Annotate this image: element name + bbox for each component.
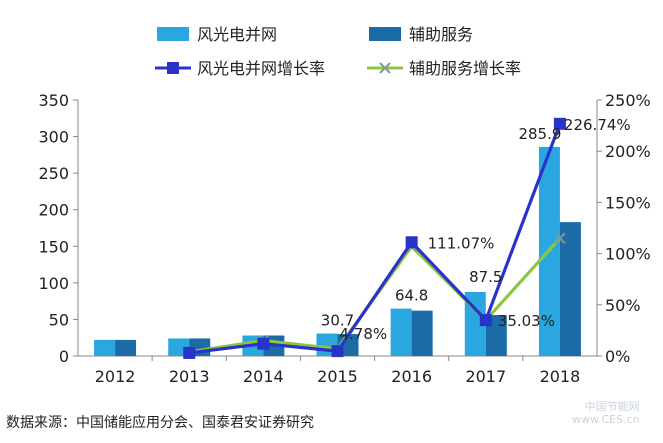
y-left-tick-label: 150	[38, 237, 69, 256]
y-right-tick-label: 0%	[605, 347, 630, 366]
legend-label: 风光电并网	[197, 25, 277, 44]
data-label: 87.5	[469, 268, 502, 286]
source-note: 数据来源：中国储能应用分会、国泰君安证券研究	[6, 415, 314, 431]
y-left-tick-label: 200	[38, 201, 69, 220]
data-label: 64.8	[395, 287, 428, 305]
marker-wind-solar-growth	[553, 117, 566, 130]
x-tick-label: 2017	[465, 367, 506, 386]
x-tick-label: 2012	[95, 367, 136, 386]
bar-ancillary	[411, 310, 433, 356]
data-label: 35.03%	[498, 312, 555, 330]
data-label: 30.7	[321, 312, 354, 330]
y-right-tick-label: 100%	[605, 245, 651, 264]
bar-wind-solar	[390, 308, 412, 356]
x-tick-label: 2013	[169, 367, 210, 386]
y-right-tick-label: 50%	[605, 296, 641, 315]
y-left-tick-label: 0	[59, 347, 69, 366]
data-label: 111.07%	[428, 234, 495, 252]
bar-ancillary	[559, 222, 581, 356]
data-label: 285.9	[518, 125, 561, 143]
y-left-tick-label: 250	[38, 164, 69, 183]
bar-ancillary	[115, 339, 137, 356]
legend-swatch	[369, 27, 401, 41]
marker-wind-solar-growth	[183, 346, 196, 359]
marker-wind-solar-growth	[257, 337, 270, 350]
marker-ancillary-growth	[554, 232, 566, 244]
legend-swatch-marker	[167, 62, 179, 74]
bar-wind-solar	[94, 339, 116, 356]
legend-label: 辅助服务增长率	[409, 59, 521, 78]
legend-label: 辅助服务	[409, 25, 473, 44]
x-tick-label: 2018	[540, 367, 581, 386]
line-wind-solar-growth	[189, 123, 562, 355]
bar-wind-solar	[464, 292, 486, 356]
y-right-tick-label: 150%	[605, 193, 651, 212]
marker-wind-solar-growth	[405, 236, 418, 249]
y-right-tick-label: 250%	[605, 91, 651, 110]
watermark: 中国节能网 www.CES.cn	[572, 400, 640, 426]
data-label: 4.78%	[340, 325, 388, 343]
chart: 0 50 100 150 200 250 300 350 0% 50% 100% 150% 200% 25…	[38, 25, 651, 386]
x-tick-label: 2016	[391, 367, 432, 386]
marker-wind-solar-growth	[479, 314, 492, 327]
legend-label: 风光电并网增长率	[197, 59, 325, 78]
legend-swatch-marker	[379, 62, 391, 74]
legend-swatch	[157, 27, 189, 41]
x-tick-label: 2015	[317, 367, 358, 386]
watermark-line2: www.CES.cn	[572, 413, 640, 426]
marker-wind-solar-growth	[331, 345, 344, 358]
y-right-tick-label: 200%	[605, 142, 651, 161]
watermark-line1: 中国节能网	[584, 400, 640, 413]
y-left-tick-label: 350	[38, 91, 69, 110]
data-label: 226.74%	[564, 116, 631, 134]
y-left-tick-label: 300	[38, 128, 69, 147]
y-left-tick-label: 50	[49, 310, 69, 329]
x-tick-label: 2014	[243, 367, 284, 386]
y-left-tick-label: 100	[38, 274, 69, 293]
